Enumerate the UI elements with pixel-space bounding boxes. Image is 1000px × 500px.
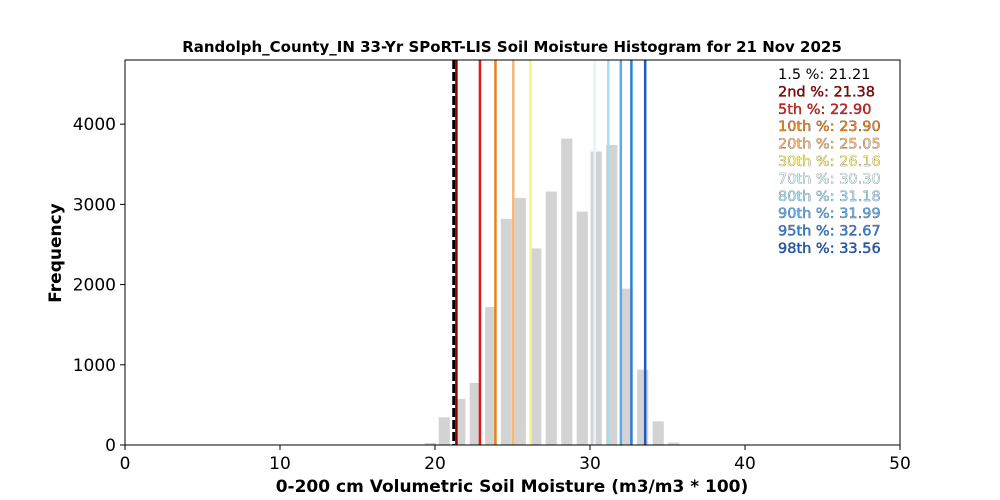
percentile-label-6: 70th %: 30.30 — [778, 171, 881, 187]
plot-frame — [124, 59, 901, 446]
chart-title: Randolph_County_IN 33-Yr SPoRT-LIS Soil … — [182, 38, 842, 56]
percentile-label-5: 30th %: 26.16 — [778, 154, 881, 170]
x-tick-label-0: 0 — [120, 454, 131, 474]
percentile-label-1: 2nd %: 21.38 — [778, 84, 875, 100]
histogram-bar-0 — [424, 442, 436, 445]
x-tick-label-2: 20 — [424, 454, 446, 474]
histogram-bar-4 — [485, 307, 497, 445]
histogram-bar-3 — [469, 382, 481, 445]
histogram-bar-11 — [590, 151, 602, 445]
histogram-bar-12 — [606, 145, 618, 446]
percentile-label-0: 1.5 %: 21.21 — [778, 67, 870, 83]
histogram-bar-15 — [652, 421, 664, 445]
histogram-bar-10 — [576, 211, 588, 445]
x-tick-label-1: 10 — [269, 454, 291, 474]
x-axis-label: 0-200 cm Volumetric Soil Moisture (m3/m3… — [276, 477, 749, 497]
histogram-bar-6 — [514, 197, 526, 445]
histogram-bar-1 — [438, 417, 450, 445]
percentile-label-8: 90th %: 31.99 — [778, 206, 881, 222]
percentile-label-9: 95th %: 32.67 — [778, 224, 881, 240]
percentile-label-10: 98th %: 33.56 — [778, 241, 881, 257]
x-tick-label-4: 40 — [734, 454, 756, 474]
histogram-bar-13 — [621, 288, 633, 445]
bars-group — [424, 138, 680, 446]
y-axis-label: Frequency — [46, 203, 66, 303]
percentile-label-3: 10th %: 23.90 — [778, 119, 881, 135]
percentile-label-2: 5th %: 22.90 — [778, 102, 872, 118]
histogram-bar-2 — [454, 398, 466, 445]
y-tick-label-3: 3000 — [73, 195, 116, 215]
x-axis-ticks: 0 10 20 30 40 50 — [120, 445, 911, 474]
histogram-bar-7 — [530, 248, 542, 445]
y-tick-label-2: 2000 — [73, 276, 116, 296]
x-tick-label-5: 50 — [889, 454, 911, 474]
histogram-bar-9 — [561, 138, 573, 445]
y-tick-label-1: 1000 — [73, 356, 116, 376]
histogram-bar-8 — [545, 191, 557, 445]
y-tick-label-4: 4000 — [73, 115, 116, 135]
percentile-label-4: 20th %: 25.05 — [778, 137, 881, 153]
histogram-bar-14 — [637, 369, 649, 445]
histogram-bar-5 — [500, 218, 512, 445]
x-tick-label-3: 30 — [579, 454, 601, 474]
percentile-label-7: 80th %: 31.18 — [778, 189, 881, 205]
histogram-bar-16 — [668, 442, 680, 445]
percentile-lines-group — [451, 60, 647, 445]
y-tick-label-0: 0 — [105, 436, 116, 456]
y-axis-ticks: 0 1000 2000 3000 4000 — [73, 115, 125, 456]
